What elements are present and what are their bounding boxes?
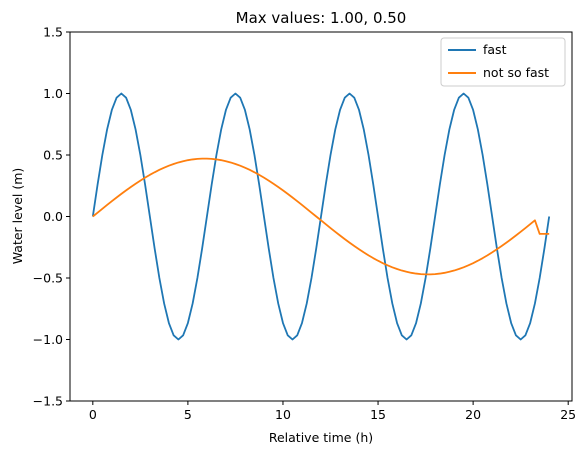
x-tick-label: 15 bbox=[370, 407, 386, 422]
y-tick-label: −1.5 bbox=[33, 394, 63, 409]
x-tick-label: 0 bbox=[89, 407, 97, 422]
y-tick-label: −0.5 bbox=[33, 271, 63, 286]
y-tick-label: 0.5 bbox=[43, 148, 63, 163]
y-tick-label: 1.0 bbox=[43, 86, 63, 101]
chart-title: Max values: 1.00, 0.50 bbox=[236, 9, 407, 27]
series-line-not-so-fast bbox=[92, 157, 550, 276]
y-tick-label: 0.0 bbox=[43, 209, 63, 224]
legend: fast not so fast bbox=[440, 37, 566, 87]
x-tick-label: 20 bbox=[465, 407, 481, 422]
x-tick-label: 5 bbox=[184, 407, 192, 422]
axes-frame bbox=[69, 31, 573, 402]
x-tick-label: 25 bbox=[560, 407, 576, 422]
series-line-fast bbox=[91, 92, 551, 341]
y-tick-label: −1.0 bbox=[33, 332, 63, 347]
x-tick-label: 10 bbox=[275, 407, 291, 422]
legend-label-not-so-fast: not so fast bbox=[483, 65, 549, 80]
y-tick-label: 1.5 bbox=[43, 25, 63, 40]
y-axis-label: Water level (m) bbox=[10, 168, 25, 265]
x-axis-label: Relative time (h) bbox=[269, 430, 373, 445]
plot-area bbox=[91, 92, 551, 341]
legend-label-fast: fast bbox=[483, 42, 507, 57]
axes-ticks: 0 5 10 15 20 25 −1.5 −1.0 −0.5 0.0 0.5 1.0 1.5 bbox=[33, 25, 577, 423]
